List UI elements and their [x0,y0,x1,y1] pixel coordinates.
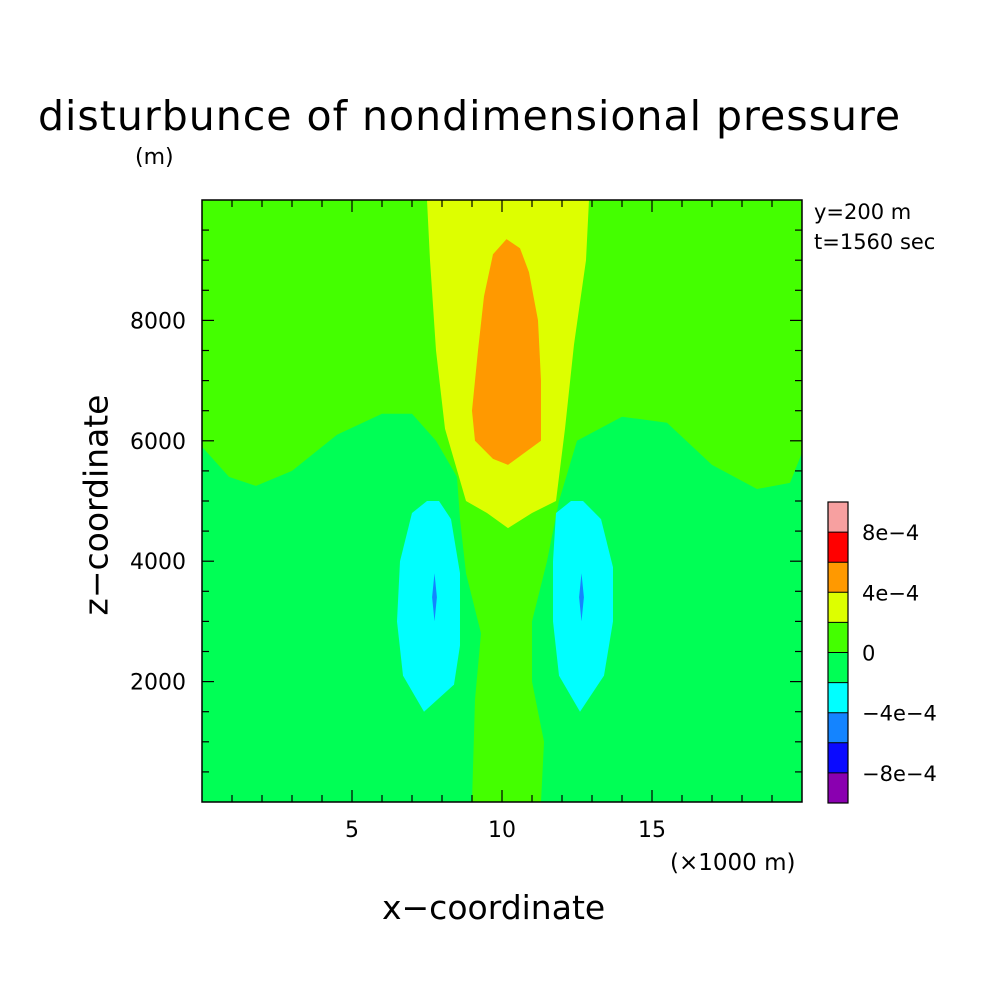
colorbar-label: 0 [862,642,875,666]
colorbar-swatch [828,502,848,533]
annotation-y-position: y=200 m [814,200,912,224]
colorbar-swatch [828,712,848,743]
colorbar-label: 8e−4 [862,521,919,545]
chart-title: disturbunce of nondimensional pressure [38,92,902,140]
colorbar-swatch [828,772,848,803]
region-right-minimum [553,501,613,712]
region-right-minimum-core [579,573,584,622]
y-tick-label: 4000 [130,550,186,575]
x-axis-label: x−coordinate [382,888,606,927]
y-tick-label: 8000 [130,309,186,334]
colorbar-swatch [828,532,848,563]
colorbar-swatch [828,592,848,623]
region-upper-maximum [472,239,541,465]
x-tick-label: 10 [488,818,516,843]
colorbar-label: −4e−4 [862,702,937,726]
x-axis-unit: (×1000 m) [670,850,796,876]
colorbar-border [827,501,849,804]
x-tick-label: 15 [638,818,666,843]
annotation-time: t=1560 sec [814,230,936,254]
colorbar-swatch [828,652,848,683]
region-left-minimum [397,501,460,712]
y-tick-label: 6000 [130,430,186,455]
region-left-minimum-core [432,573,437,622]
colorbar-swatch [828,742,848,773]
x-tick-label: 5 [345,818,359,843]
y-axis-unit: (m) [135,145,174,170]
contour-fills [202,200,802,802]
colorbar-label: 4e−4 [862,581,919,605]
colorbar-label: −8e−4 [862,762,937,786]
colorbar: −8e−4 −4e−4 0 4e−4 8e−4 [827,501,937,804]
y-tick-label: 2000 [130,671,186,696]
colorbar-swatch [828,682,848,713]
colorbar-swatch [828,562,848,593]
plot-frame: 5 10 15 2000 4000 6000 8000 [130,199,803,843]
colorbar-swatch [828,622,848,653]
